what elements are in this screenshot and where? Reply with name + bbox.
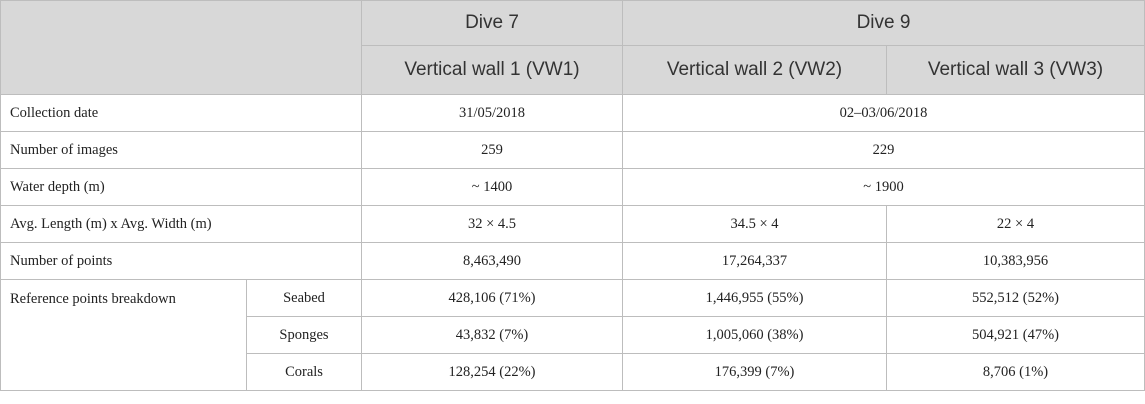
cell-dive9: 229 [621, 131, 1145, 169]
cell-vw2: 17,264,337 [622, 242, 887, 280]
row-water-depth: Water depth (m) ~ 1400 ~ 1900 [0, 168, 1145, 206]
header-vw2: Vertical wall 2 (VW2) [622, 45, 887, 95]
data-table: Dive 7 Dive 9 Vertical wall 1 (VW1) Vert… [0, 0, 1145, 391]
header-dive7: Dive 7 [361, 0, 623, 46]
row-label: Avg. Length (m) x Avg. Width (m) [0, 205, 362, 243]
row-label: Number of points [0, 242, 362, 280]
cell-dive9: ~ 1900 [621, 168, 1145, 206]
row-label: Number of images [0, 131, 362, 169]
cell-vw3: 504,921 (47%) [885, 316, 1145, 354]
cell-vw1: 8,463,490 [361, 242, 623, 280]
row-label: Water depth (m) [0, 168, 362, 206]
row-collection-date: Collection date 31/05/2018 02–03/06/2018 [0, 94, 1145, 132]
cell-vw2: 1,446,955 (55%) [622, 279, 887, 317]
cell-vw1: 259 [361, 131, 623, 169]
cell-vw2: 34.5 × 4 [622, 205, 887, 243]
header-row-dives: Dive 7 Dive 9 [0, 0, 1145, 95]
row-breakdown-corals: Corals 128,254 (22%) 176,399 (7%) 8,706 … [1, 353, 1145, 391]
sub-label-seabed: Seabed [246, 279, 362, 317]
cell-vw2: 176,399 (7%) [622, 353, 887, 391]
row-label: Collection date [0, 94, 362, 132]
cell-vw1: 32 × 4.5 [361, 205, 623, 243]
row-breakdown-sponges: Sponges 43,832 (7%) 1,005,060 (38%) 504,… [1, 316, 1145, 354]
cell-vw2: 1,005,060 (38%) [622, 316, 887, 354]
cell-vw3: 22 × 4 [885, 205, 1145, 243]
cell-vw1: 128,254 (22%) [361, 353, 623, 391]
sub-label-corals: Corals [246, 353, 362, 391]
breakdown-label: Reference points breakdown [0, 279, 247, 391]
cell-vw1: 428,106 (71%) [361, 279, 623, 317]
header-vw1: Vertical wall 1 (VW1) [361, 45, 623, 95]
row-number-of-images: Number of images 259 229 [0, 131, 1145, 169]
row-avg-dimensions: Avg. Length (m) x Avg. Width (m) 32 × 4.… [0, 205, 1145, 243]
row-breakdown-seabed: Reference points breakdown Seabed 428,10… [0, 279, 1145, 391]
header-corner [0, 0, 362, 95]
cell-dive9: 02–03/06/2018 [621, 94, 1145, 132]
header-dive9: Dive 9 [621, 0, 1145, 46]
cell-vw3: 10,383,956 [885, 242, 1145, 280]
sub-label-sponges: Sponges [246, 316, 362, 354]
row-number-of-points: Number of points 8,463,490 17,264,337 10… [0, 242, 1145, 280]
cell-vw3: 552,512 (52%) [885, 279, 1145, 317]
cell-vw3: 8,706 (1%) [885, 353, 1145, 391]
cell-vw1: ~ 1400 [361, 168, 623, 206]
cell-vw1: 31/05/2018 [361, 94, 623, 132]
cell-vw1: 43,832 (7%) [361, 316, 623, 354]
header-row-walls: Vertical wall 1 (VW1) Vertical wall 2 (V… [1, 45, 1145, 95]
header-vw3: Vertical wall 3 (VW3) [885, 45, 1145, 95]
